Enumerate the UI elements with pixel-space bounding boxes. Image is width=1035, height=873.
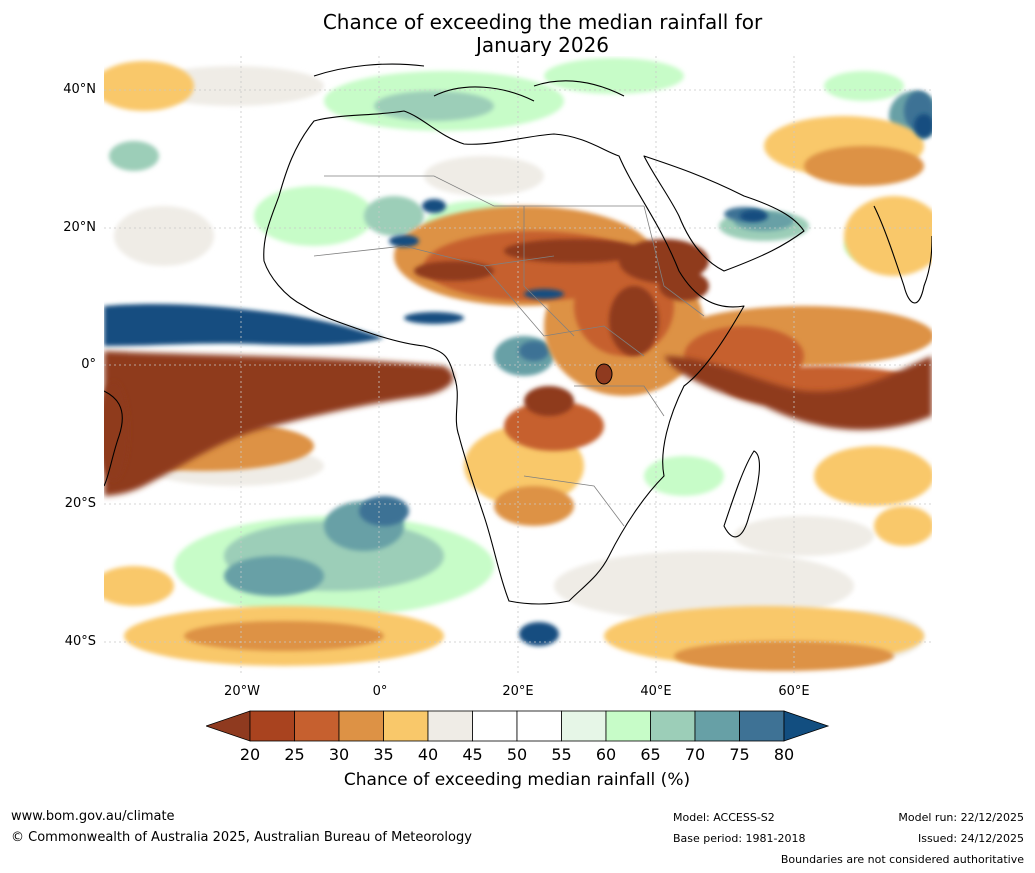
- graticule: [104, 56, 932, 676]
- colorbar-swatch: [338, 710, 384, 742]
- colorbar-tick-label: 65: [640, 745, 661, 764]
- map-title-line2: January 2026: [475, 33, 610, 57]
- country-borders: [313, 175, 705, 527]
- south-america-coastline: [104, 390, 123, 487]
- probability-field-dry-band-east: [664, 356, 932, 430]
- europe-coastline: [313, 63, 625, 102]
- lon-label-20w: 20°W: [224, 684, 260, 699]
- colorbar-swatch: [739, 710, 785, 742]
- colorbar-tick-label: 50: [506, 745, 528, 764]
- colorbar-tick-label: 70: [684, 745, 706, 764]
- lon-label-20e: 20°E: [502, 684, 534, 699]
- colorbar-swatch: [694, 710, 740, 742]
- lake-victoria: [595, 363, 613, 385]
- arabia-coastline: [643, 155, 805, 272]
- colorbar-swatch: [383, 710, 429, 742]
- colorbar-tick-label: 25: [284, 745, 305, 764]
- india-coastline: [873, 205, 932, 304]
- lon-label-60e: 60°E: [778, 684, 810, 699]
- colorbar-swatch: [561, 710, 607, 742]
- colorbar-swatch: [516, 710, 562, 742]
- colorbar-extend-low: [206, 710, 251, 742]
- probability-field-very-dry: [104, 239, 709, 481]
- colorbar-swatch: [294, 710, 340, 742]
- colorbar: [206, 710, 830, 742]
- colorbar-tick-label: 35: [373, 745, 394, 764]
- lon-label-0: 0°: [372, 684, 388, 699]
- lon-label-40e: 40°E: [640, 684, 672, 699]
- issued-date: Issued: 24/12/2025: [917, 832, 1024, 845]
- colorbar-swatch: [427, 710, 473, 742]
- colorbar-tick-label: 80: [773, 745, 795, 764]
- colorbar-tick-label: 40: [417, 745, 439, 764]
- probability-field-dry-band: [104, 351, 454, 496]
- madagascar-coastline: [723, 450, 760, 538]
- boundaries-disclaimer: Boundaries are not considered authoritat…: [780, 853, 1024, 866]
- coastlines: [104, 63, 932, 605]
- lat-label-20n: 20°N: [63, 220, 96, 235]
- model-name: Model: ACCESS-S2: [673, 811, 775, 824]
- copyright-text: © Commonwealth of Australia 2025, Austra…: [11, 830, 472, 845]
- colorbar-tick-label: 55: [551, 745, 572, 764]
- probability-field-wet-core: [389, 114, 932, 646]
- colorbar-tick-label: 30: [328, 745, 350, 764]
- lat-label-20s: 20°S: [64, 496, 96, 511]
- colorbar-tick-label: 60: [595, 745, 617, 764]
- colorbar-tick-label: 45: [462, 745, 483, 764]
- lat-label-40n: 40°N: [63, 82, 96, 97]
- model-run-date: Model run: 22/12/2025: [898, 811, 1024, 824]
- lat-label-0: 0°: [81, 357, 96, 372]
- lat-label-40s: 40°S: [64, 634, 96, 649]
- colorbar-tick-label: 20: [239, 745, 261, 764]
- africa-coastline: [263, 110, 745, 605]
- colorbar-swatch: [650, 710, 696, 742]
- colorbar-swatch: [605, 710, 651, 742]
- probability-field-wet-band: [104, 303, 384, 346]
- map-title-line1: Chance of exceeding the median rainfall …: [322, 10, 763, 34]
- colorbar-swatch: [249, 710, 295, 742]
- colorbar-extend-high: [783, 710, 830, 742]
- colorbar-tick-label: 75: [729, 745, 750, 764]
- colorbar-title: Chance of exceeding median rainfall (%): [343, 770, 691, 790]
- rainfall-map: [104, 56, 932, 676]
- base-period: Base period: 1981-2018: [673, 832, 806, 845]
- colorbar-swatch: [472, 710, 518, 742]
- website-link[interactable]: www.bom.gov.au/climate: [11, 809, 175, 824]
